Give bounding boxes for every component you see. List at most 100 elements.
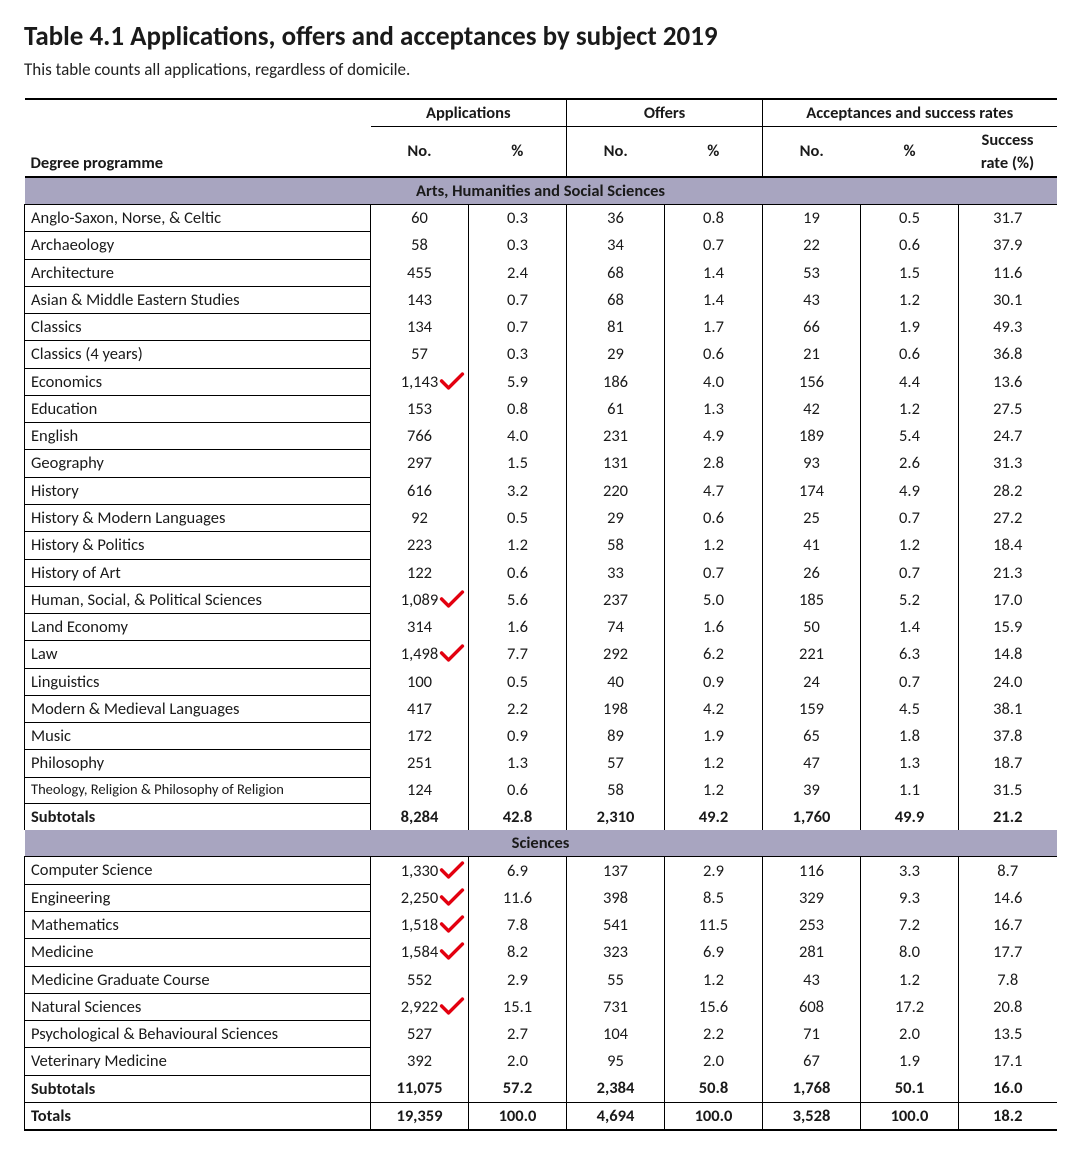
cell-acc-pct: 1.2 (861, 395, 959, 422)
cell-off-pct: 0.7 (665, 232, 763, 259)
col-off-no: No. (567, 127, 665, 177)
cell-succ: 13.6 (959, 368, 1057, 395)
cell-app-no: 616 (371, 477, 469, 504)
cell-acc-no: 19 (763, 205, 861, 232)
cell-acc-no: 1,760 (763, 803, 861, 830)
cell-succ: 16.7 (959, 911, 1057, 938)
cell-succ: 31.7 (959, 205, 1057, 232)
col-offers: Offers (567, 99, 763, 127)
cell-acc-no: 22 (763, 232, 861, 259)
table-row: Law1,4987.72926.22216.314.8 (25, 641, 1057, 668)
cell-off-no: 323 (567, 939, 665, 966)
table-row: Archaeology580.3340.7220.637.9 (25, 232, 1057, 259)
cell-name: Medicine Graduate Course (25, 966, 371, 993)
cell-app-pct: 1.5 (469, 450, 567, 477)
cell-app-no: 1,498 (371, 641, 469, 668)
cell-acc-pct: 5.4 (861, 423, 959, 450)
cell-off-pct: 2.9 (665, 857, 763, 884)
cell-off-no: 2,384 (567, 1075, 665, 1102)
cell-app-pct: 2.2 (469, 695, 567, 722)
cell-succ: 20.8 (959, 993, 1057, 1020)
table-row: Anglo-Saxon, Norse, & Celtic600.3360.819… (25, 205, 1057, 232)
cell-name: Totals (25, 1102, 371, 1130)
cell-name: Philosophy (25, 750, 371, 777)
cell-name: Classics (4 years) (25, 341, 371, 368)
cell-app-pct: 0.5 (469, 504, 567, 531)
cell-acc-pct: 1.2 (861, 966, 959, 993)
cell-app-pct: 2.0 (469, 1048, 567, 1075)
cell-name: Natural Sciences (25, 993, 371, 1020)
cell-app-pct: 57.2 (469, 1075, 567, 1102)
cell-name: History & Politics (25, 532, 371, 559)
check-icon (439, 913, 465, 935)
cell-app-pct: 5.6 (469, 586, 567, 613)
cell-acc-pct: 0.5 (861, 205, 959, 232)
cell-acc-no: 25 (763, 504, 861, 531)
col-off-pct: % (665, 127, 763, 177)
cell-acc-no: 189 (763, 423, 861, 450)
cell-off-no: 2,310 (567, 803, 665, 830)
cell-app-no: 455 (371, 259, 469, 286)
cell-acc-pct: 7.2 (861, 911, 959, 938)
col-app-pct: % (469, 127, 567, 177)
cell-off-pct: 6.2 (665, 641, 763, 668)
cell-off-no: 29 (567, 504, 665, 531)
cell-name: History (25, 477, 371, 504)
cell-succ: 8.7 (959, 857, 1057, 884)
check-icon (439, 588, 465, 610)
cell-acc-pct: 0.7 (861, 668, 959, 695)
cell-acc-no: 67 (763, 1048, 861, 1075)
cell-acc-pct: 4.4 (861, 368, 959, 395)
cell-app-pct: 15.1 (469, 993, 567, 1020)
cell-name: Archaeology (25, 232, 371, 259)
cell-acc-pct: 3.3 (861, 857, 959, 884)
cell-app-no: 92 (371, 504, 469, 531)
cell-acc-no: 43 (763, 966, 861, 993)
cell-acc-pct: 1.9 (861, 314, 959, 341)
table-row: Architecture4552.4681.4531.511.6 (25, 259, 1057, 286)
cell-app-pct: 2.7 (469, 1021, 567, 1048)
cell-acc-pct: 49.9 (861, 803, 959, 830)
cell-acc-no: 43 (763, 286, 861, 313)
col-acceptances: Acceptances and success rates (763, 99, 1057, 127)
cell-acc-no: 50 (763, 614, 861, 641)
cell-off-no: 541 (567, 911, 665, 938)
cell-app-pct: 11.6 (469, 884, 567, 911)
cell-name: Land Economy (25, 614, 371, 641)
cell-name: Asian & Middle Eastern Studies (25, 286, 371, 313)
table-row: Geography2971.51312.8932.631.3 (25, 450, 1057, 477)
cell-off-no: 40 (567, 668, 665, 695)
cell-succ: 18.7 (959, 750, 1057, 777)
cell-name: Education (25, 395, 371, 422)
cell-acc-no: 47 (763, 750, 861, 777)
cell-app-no: 417 (371, 695, 469, 722)
cell-off-pct: 0.9 (665, 668, 763, 695)
cell-acc-no: 65 (763, 723, 861, 750)
cell-acc-pct: 1.8 (861, 723, 959, 750)
cell-acc-no: 93 (763, 450, 861, 477)
cell-off-no: 220 (567, 477, 665, 504)
cell-acc-pct: 1.2 (861, 532, 959, 559)
cell-acc-pct: 1.5 (861, 259, 959, 286)
cell-acc-pct: 100.0 (861, 1102, 959, 1130)
cell-app-pct: 0.9 (469, 723, 567, 750)
cell-app-no: 134 (371, 314, 469, 341)
cell-app-pct: 0.6 (469, 559, 567, 586)
cell-app-no: 8,284 (371, 803, 469, 830)
cell-succ: 28.2 (959, 477, 1057, 504)
cell-off-pct: 1.2 (665, 777, 763, 803)
table-row: Classics1340.7811.7661.949.3 (25, 314, 1057, 341)
cell-acc-no: 329 (763, 884, 861, 911)
table-row: English7664.02314.91895.424.7 (25, 423, 1057, 450)
cell-off-no: 57 (567, 750, 665, 777)
table-row: History & Modern Languages920.5290.6250.… (25, 504, 1057, 531)
cell-name: Linguistics (25, 668, 371, 695)
cell-succ: 24.7 (959, 423, 1057, 450)
cell-app-no: 1,330 (371, 857, 469, 884)
cell-succ: 18.2 (959, 1102, 1057, 1130)
cell-succ: 17.0 (959, 586, 1057, 613)
cell-succ: 27.2 (959, 504, 1057, 531)
cell-succ: 31.3 (959, 450, 1057, 477)
cell-off-pct: 2.2 (665, 1021, 763, 1048)
cell-off-pct: 11.5 (665, 911, 763, 938)
